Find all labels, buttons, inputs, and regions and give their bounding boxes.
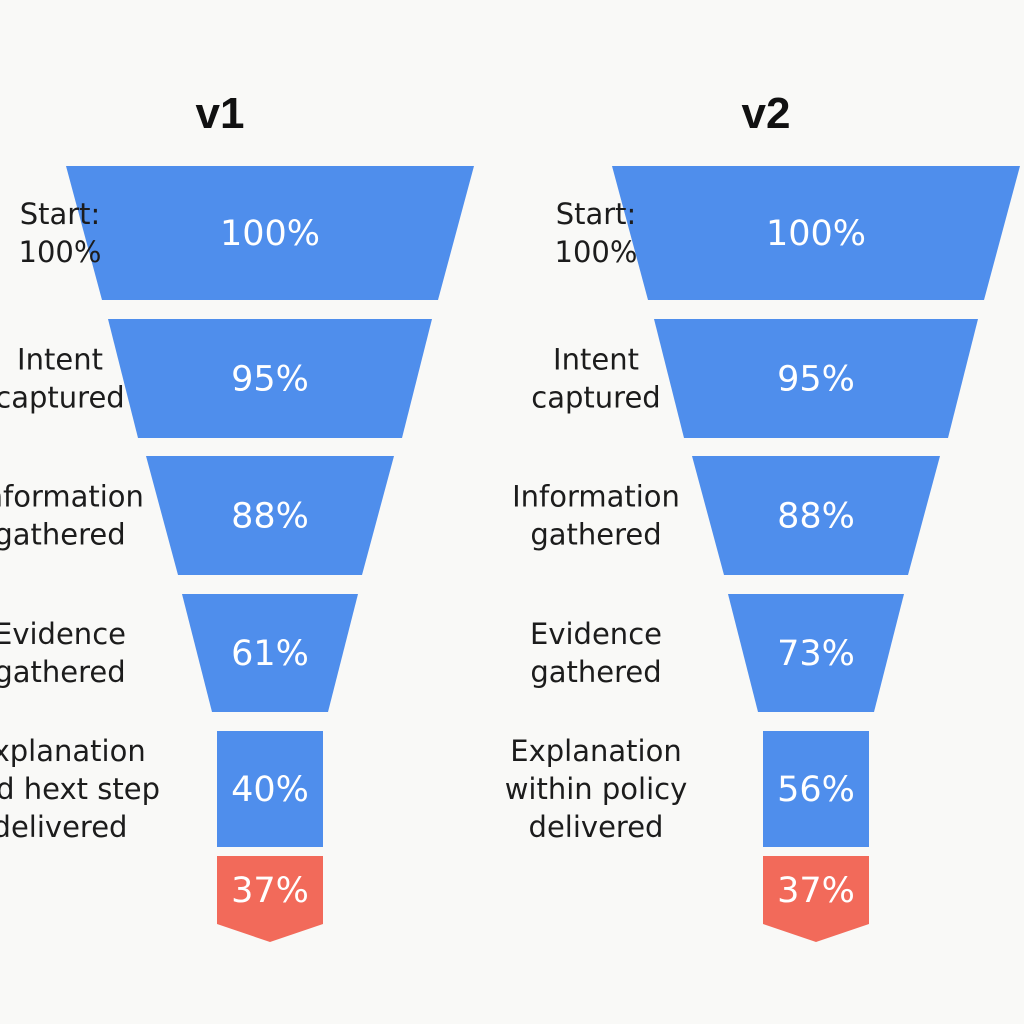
funnel-step <box>182 594 358 712</box>
panel-title: v2 <box>742 89 791 138</box>
funnel-step-label: Start: 100% <box>555 197 638 269</box>
funnel-v2: v2 100% Start: 100% 95% Intent captured 88% Info… <box>505 89 1020 942</box>
funnel-step-label: Explanation within policy delivered <box>505 734 688 844</box>
funnel-step-label: Intent captured <box>531 343 660 415</box>
funnel-final-step <box>217 856 323 942</box>
funnel-step-value: 40% <box>231 770 309 810</box>
funnel-step-value: 37% <box>777 871 855 911</box>
funnel-step-label: Evidence gathered <box>0 617 126 689</box>
funnel-step-value: 100% <box>766 214 866 254</box>
funnel-step <box>692 456 940 575</box>
funnel-step <box>728 594 904 712</box>
funnel-step <box>146 456 394 575</box>
funnel-step-value: 88% <box>231 497 309 537</box>
funnel-step-label: Start: 100% <box>19 197 102 269</box>
funnel-step-value: 95% <box>777 360 855 400</box>
funnel-final-step <box>763 856 869 942</box>
funnel-step <box>217 731 323 847</box>
funnel-step-label: Evidence gathered <box>530 617 662 689</box>
funnel-step <box>654 319 978 438</box>
funnel-step-value: 100% <box>220 214 320 254</box>
panel-title: v1 <box>196 89 245 138</box>
funnel-step <box>108 319 432 438</box>
funnel-step-value: 56% <box>777 770 855 810</box>
funnel-step-value: 61% <box>231 634 309 674</box>
funnel-step <box>66 166 474 300</box>
funnel-step-label: Intent captured <box>0 343 125 415</box>
funnel-step-value: 88% <box>777 497 855 537</box>
funnel-step-value: 95% <box>231 360 309 400</box>
funnel-step <box>612 166 1020 300</box>
funnel-step-value: 73% <box>777 634 855 674</box>
funnel-step-value: 37% <box>231 871 309 911</box>
funnel-step <box>763 731 869 847</box>
